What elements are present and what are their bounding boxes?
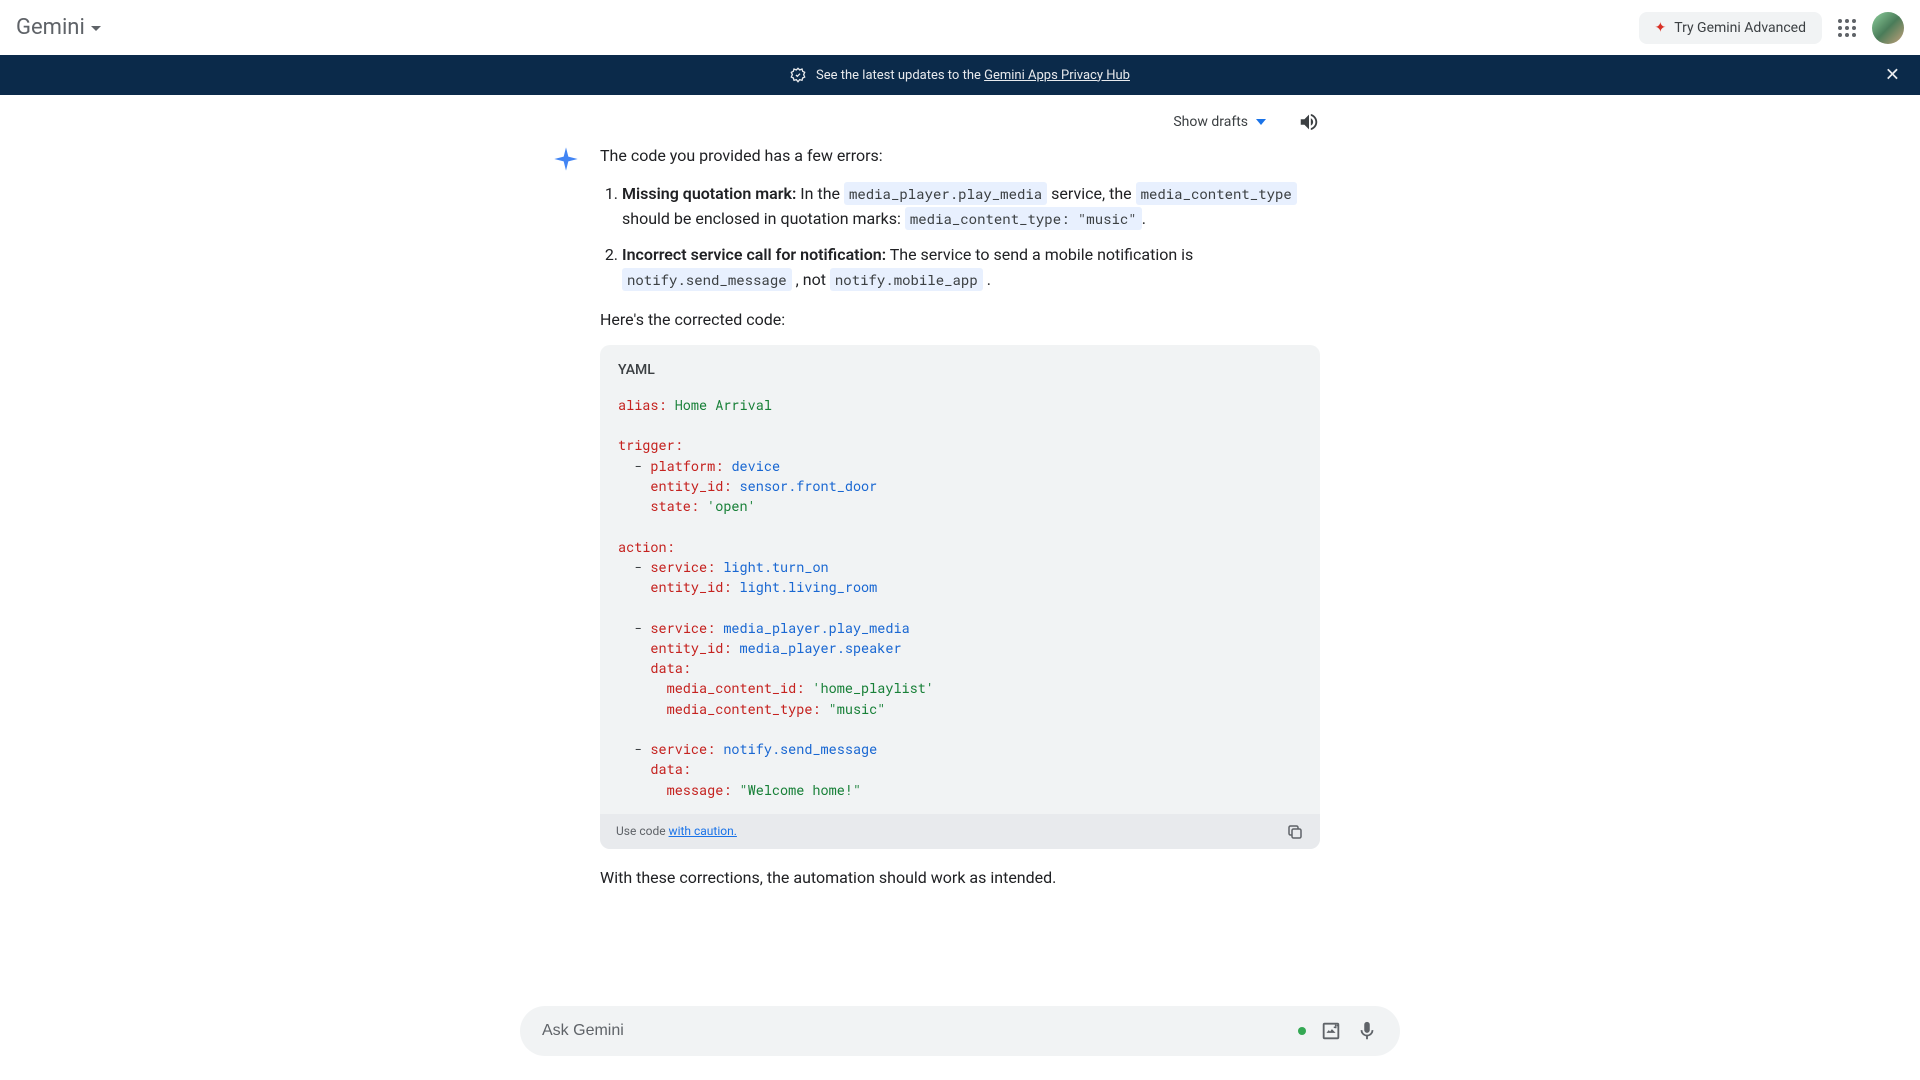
code-content: alias: Home Arrival trigger: - platform:… (600, 387, 1320, 814)
mic-icon[interactable] (1356, 1020, 1378, 1042)
privacy-hub-link[interactable]: Gemini Apps Privacy Hub (984, 68, 1130, 83)
inline-code: media_content_type: "music" (905, 207, 1142, 230)
avatar[interactable] (1872, 12, 1904, 44)
apps-grid-icon[interactable] (1838, 19, 1856, 37)
inline-code: media_player.play_media (844, 182, 1047, 205)
code-caution-link[interactable]: with caution. (669, 824, 737, 838)
prompt-input[interactable] (542, 1022, 1284, 1040)
show-drafts-label: Show drafts (1173, 114, 1248, 130)
gemini-sparkle-icon (552, 145, 580, 173)
copy-icon[interactable] (1286, 823, 1304, 841)
code-block: YAML alias: Home Arrival trigger: - plat… (600, 345, 1320, 850)
try-advanced-button[interactable]: ✦ Try Gemini Advanced (1639, 12, 1823, 44)
privacy-banner: See the latest updates to the Gemini App… (0, 55, 1920, 95)
sparkle-icon: ✦ (1655, 20, 1667, 36)
chevron-down-icon (1256, 119, 1266, 125)
inline-code: notify.send_message (622, 268, 792, 291)
brand-dropdown[interactable]: Gemini (16, 15, 101, 40)
code-caution-prefix: Use code (616, 824, 669, 838)
inline-code: media_content_type (1136, 182, 1297, 205)
response-intro: The code you provided has a few errors: (600, 143, 1320, 169)
error-item-2: Incorrect service call for notification:… (622, 242, 1320, 293)
brand-label: Gemini (16, 15, 85, 40)
error-item-1: Missing quotation mark: In the media_pla… (622, 181, 1320, 232)
chevron-down-icon (91, 26, 101, 31)
image-upload-icon[interactable] (1320, 1020, 1342, 1042)
inline-code: notify.mobile_app (830, 268, 983, 291)
corrected-intro: Here's the corrected code: (600, 307, 1320, 333)
verified-icon (790, 67, 806, 83)
response-closing: With these corrections, the automation s… (600, 865, 1320, 891)
volume-icon[interactable] (1298, 111, 1320, 133)
show-drafts-toggle[interactable]: Show drafts (1173, 114, 1266, 130)
banner-text: See the latest updates to the (816, 68, 984, 83)
try-advanced-label: Try Gemini Advanced (1674, 20, 1806, 36)
status-dot (1298, 1027, 1306, 1035)
close-icon[interactable]: ✕ (1885, 65, 1900, 86)
code-lang-label: YAML (600, 345, 1320, 387)
prompt-bar (520, 1006, 1400, 1056)
